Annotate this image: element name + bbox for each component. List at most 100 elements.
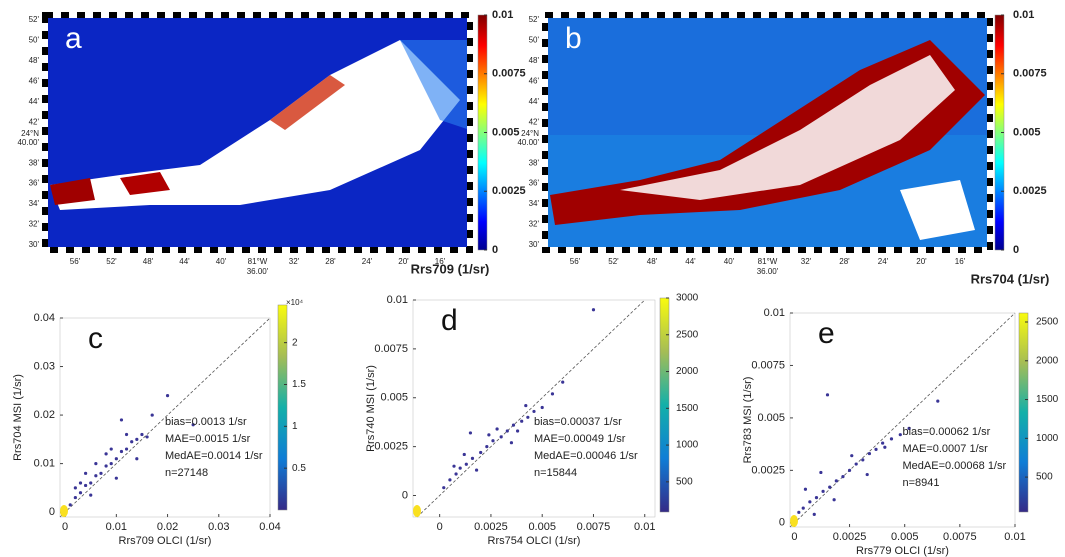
x-tick-label: 0 — [437, 521, 443, 533]
y-tick-label: 0.0075 — [374, 343, 408, 355]
lon-label: 16' — [955, 257, 966, 266]
y-tick-label: 0.0025 — [751, 464, 785, 476]
lon-label: 32' — [801, 257, 812, 266]
point — [854, 462, 858, 466]
point — [814, 496, 819, 500]
x-tick-label: 0.01 — [634, 521, 655, 533]
lon-label: 44' — [179, 257, 190, 266]
y-tick-label: 0.005 — [380, 392, 408, 404]
point — [808, 500, 812, 504]
colorbar — [659, 297, 670, 513]
x-tick-label: 0.0075 — [577, 521, 611, 533]
y-tick-label: 0.02 — [34, 409, 55, 421]
lat-label: 46' — [529, 76, 540, 85]
x-axis-label: Rrs754 OLCI (1/sr) — [488, 535, 581, 547]
x-tick-label: 0.005 — [528, 521, 556, 533]
point — [454, 472, 458, 476]
lat-label: 36' — [29, 179, 40, 188]
lon-label: 24' — [878, 257, 889, 266]
one-to-one-line — [59, 317, 271, 518]
y-tick-label: 0 — [779, 517, 785, 529]
colorbar-tick-label: 0.005 — [1013, 126, 1041, 138]
colorbar-tick-label: 2000 — [676, 366, 699, 377]
colorbar-tick-label: 1.5 — [292, 379, 306, 390]
point — [109, 447, 113, 451]
lat-label: 50' — [529, 36, 540, 45]
point — [114, 457, 118, 461]
point — [135, 437, 139, 441]
point — [462, 452, 466, 457]
lat-label: 38' — [29, 158, 40, 167]
x-tick-label: 0.0025 — [833, 531, 867, 543]
point — [84, 471, 88, 475]
stat-line: MAE=0.00049 1/sr — [534, 433, 626, 445]
lat-label: 42' — [29, 117, 40, 126]
panel-label: b — [565, 22, 582, 55]
x-tick-label: 0 — [791, 531, 797, 543]
point — [94, 474, 98, 478]
colorbar-tick-label: 0 — [1013, 244, 1019, 256]
point — [524, 403, 528, 408]
colorbar-tick-label: 0.0075 — [492, 68, 526, 80]
y-tick-label: 0.0075 — [751, 359, 785, 371]
lon-label: 56' — [70, 257, 81, 266]
point — [114, 476, 118, 480]
lat-label: 30' — [29, 240, 40, 249]
colorbar-tick-label: 0 — [492, 244, 498, 256]
lat-label: 44' — [529, 97, 540, 106]
point — [145, 435, 149, 439]
point — [819, 470, 823, 475]
point — [505, 429, 509, 433]
x-tick-label: 0.03 — [208, 521, 229, 533]
colorbar-tick-label: 2500 — [1036, 317, 1059, 328]
point — [834, 479, 838, 483]
point — [104, 452, 108, 456]
colorbar-tick-label: 1000 — [1036, 433, 1059, 444]
lon-label: 16' — [435, 257, 446, 266]
point — [130, 440, 134, 444]
lon-label: 20' — [916, 257, 927, 266]
point — [828, 485, 832, 489]
lon-label: 32' — [289, 257, 300, 266]
point — [124, 432, 129, 437]
one-to-one-line — [789, 312, 1016, 528]
point — [109, 462, 113, 466]
map-image — [45, 15, 470, 250]
point — [865, 472, 869, 477]
point — [442, 486, 446, 490]
point — [73, 495, 77, 500]
colorbar-tick-label: 0.01 — [492, 9, 513, 21]
colorbar — [1018, 312, 1029, 513]
x-tick-label: 0.005 — [891, 531, 919, 543]
lat-degree: 24°N — [521, 129, 539, 138]
point — [89, 493, 93, 497]
point — [874, 447, 878, 451]
point — [135, 457, 139, 461]
point — [94, 462, 98, 466]
lat-label: 34' — [529, 199, 540, 208]
map-image — [545, 15, 990, 250]
x-tick-label: 0.01 — [1004, 531, 1025, 543]
point — [881, 441, 885, 445]
lon-label: 28' — [839, 257, 850, 266]
y-tick-label: 0.01 — [34, 458, 55, 470]
point — [861, 458, 865, 462]
point — [165, 394, 170, 398]
colorbar-tick-label: 0.0075 — [1013, 68, 1047, 80]
point — [889, 437, 894, 441]
stat-line: MAE=0.0007 1/sr — [903, 443, 989, 455]
y-tick-label: 0.0025 — [374, 441, 408, 453]
one-to-one-line — [416, 299, 646, 518]
lat-label: 52' — [529, 15, 540, 24]
y-tick-label: 0.03 — [34, 360, 55, 372]
lat-label: 50' — [29, 36, 40, 45]
y-tick-label: 0.01 — [387, 294, 408, 306]
point — [487, 433, 491, 437]
point — [515, 429, 520, 433]
lon-label: 48' — [143, 257, 154, 266]
stat-line: bias=0.00062 1/sr — [903, 426, 991, 438]
lat-label: 38' — [529, 158, 540, 167]
point — [119, 449, 124, 454]
point — [841, 475, 845, 479]
